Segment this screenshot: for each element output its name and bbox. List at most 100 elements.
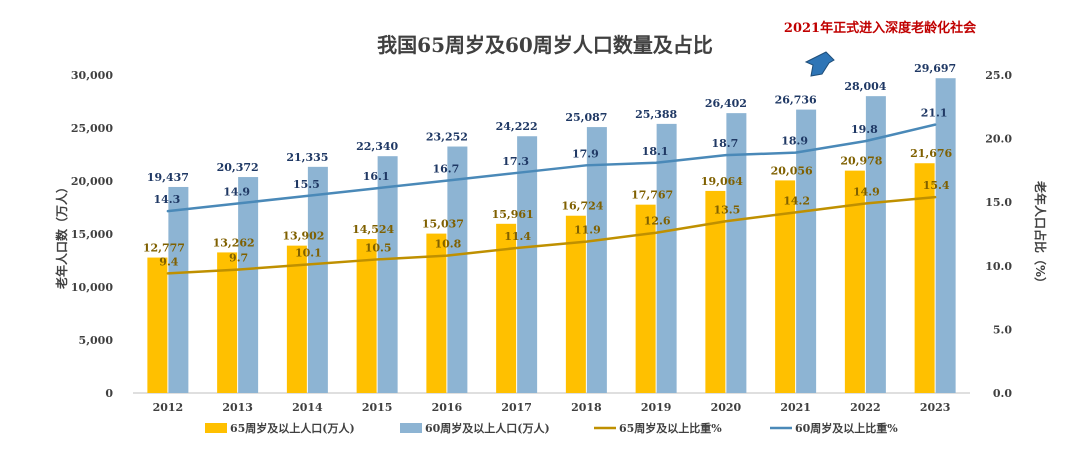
y-tick-label: 25,000 bbox=[71, 122, 113, 135]
data-label-60: 26,402 bbox=[705, 97, 747, 110]
data-label-60: 21,335 bbox=[286, 151, 328, 164]
data-label-60: 20,372 bbox=[217, 161, 259, 174]
data-label-60: 24,222 bbox=[496, 120, 538, 133]
data-label-65: 16,724 bbox=[561, 200, 603, 213]
bar-65 bbox=[635, 204, 656, 393]
y2-tick-label: 0.0 bbox=[993, 387, 1012, 400]
plot-area: 0 5,000 10,000 15,000 20,000 25,000 30,000 0.0 5… bbox=[71, 62, 1012, 414]
x-tick-label: 2012 bbox=[153, 401, 184, 414]
y-tick-label: 15,000 bbox=[71, 228, 113, 241]
y-axis-title: 老年人口数（万人） bbox=[54, 181, 69, 289]
x-tick-label: 2020 bbox=[711, 401, 742, 414]
line-60-ratio bbox=[166, 123, 937, 213]
y2-tick-label: 20.0 bbox=[985, 133, 1012, 146]
bar-60 bbox=[586, 127, 607, 394]
x-tick-label: 2021 bbox=[780, 401, 811, 414]
bar-60 bbox=[168, 186, 189, 393]
data-label-60: 29,697 bbox=[914, 62, 956, 75]
bar-65 bbox=[844, 170, 865, 393]
x-tick-label: 2015 bbox=[362, 401, 393, 414]
data-label-60: 19,437 bbox=[147, 171, 189, 184]
data-label-60-ratio: 14.9 bbox=[223, 185, 250, 198]
bar-65 bbox=[705, 190, 726, 393]
bar-65 bbox=[775, 180, 796, 393]
bar-65 bbox=[565, 215, 586, 393]
data-label-65-ratio: 9.4 bbox=[159, 255, 178, 268]
bar-65 bbox=[147, 257, 168, 393]
chart-title: 我国65周岁及60周岁人口数量及占比 bbox=[377, 33, 713, 57]
line-65-ratio bbox=[166, 195, 937, 275]
bar-60 bbox=[935, 78, 956, 394]
x-tick-label: 2013 bbox=[222, 401, 253, 414]
x-tick-label: 2016 bbox=[432, 401, 463, 414]
x-tick-label: 2019 bbox=[641, 401, 672, 414]
data-label-65-ratio: 9.7 bbox=[229, 252, 248, 265]
data-label-60-ratio: 16.7 bbox=[432, 163, 459, 176]
bar-65 bbox=[426, 233, 447, 393]
y2-tick-label: 5.0 bbox=[993, 323, 1012, 336]
bar-60 bbox=[307, 166, 328, 393]
data-label-60-ratio: 18.7 bbox=[711, 137, 738, 150]
bar-60 bbox=[796, 109, 817, 394]
bar-60 bbox=[377, 156, 398, 393]
data-label-65-ratio: 14.2 bbox=[783, 194, 810, 207]
data-label-60-ratio: 14.3 bbox=[153, 193, 180, 206]
data-label-60-ratio: 15.5 bbox=[293, 178, 320, 191]
data-label-60: 28,004 bbox=[844, 80, 886, 93]
y-tick-label: 30,000 bbox=[71, 69, 113, 82]
legend-entry: 65周岁及以上人口(万人) bbox=[230, 421, 355, 435]
legend: 65周岁及以上人口(万人) 60周岁及以上人口(万人) 65周岁及以上比重% 60周岁… bbox=[205, 421, 898, 435]
data-label-65-ratio: 10.5 bbox=[365, 241, 392, 254]
legend-entry: 60周岁及以上人口(万人) bbox=[425, 421, 550, 435]
data-label-65: 17,767 bbox=[631, 189, 673, 202]
bar-65 bbox=[286, 245, 307, 393]
data-label-60-ratio: 18.9 bbox=[781, 135, 808, 148]
y-tick-label: 10,000 bbox=[71, 281, 113, 294]
legend-swatch bbox=[205, 423, 227, 433]
bar-65 bbox=[217, 252, 238, 393]
bar-60 bbox=[447, 146, 468, 393]
bar-65 bbox=[496, 223, 517, 393]
data-label-60-ratio: 16.1 bbox=[363, 170, 390, 183]
y-tick-label: 0 bbox=[105, 387, 113, 400]
data-label-65: 14,524 bbox=[352, 223, 394, 236]
data-label-65-ratio: 14.9 bbox=[853, 185, 880, 198]
bar-60 bbox=[517, 136, 538, 393]
legend-entry: 65周岁及以上比重% bbox=[619, 421, 722, 435]
bar-60 bbox=[726, 113, 747, 394]
data-label-60: 25,388 bbox=[635, 108, 677, 121]
data-label-60: 25,087 bbox=[565, 111, 607, 124]
data-label-60-ratio: 18.1 bbox=[642, 145, 669, 158]
x-tick-label: 2017 bbox=[501, 401, 532, 414]
x-tick-label: 2023 bbox=[920, 401, 951, 414]
y2-axis-title: 老年人口占比（%） bbox=[1033, 181, 1048, 289]
annotation-arrow-icon bbox=[804, 51, 835, 77]
y2-tick-label: 25.0 bbox=[985, 69, 1012, 82]
data-label-60: 26,736 bbox=[775, 94, 817, 107]
legend-entry: 60周岁及以上比重% bbox=[795, 421, 898, 435]
data-label-60-ratio: 17.3 bbox=[502, 155, 529, 168]
annotation-text: 2021年正式进入深度老龄化社会 bbox=[784, 20, 977, 36]
data-label-65-ratio: 11.9 bbox=[574, 224, 601, 237]
data-label-65-ratio: 15.4 bbox=[923, 179, 950, 192]
data-label-60-ratio: 21.1 bbox=[921, 107, 948, 120]
x-tick-label: 2018 bbox=[571, 401, 602, 414]
data-label-65: 15,037 bbox=[422, 218, 464, 231]
data-label-65: 20,056 bbox=[771, 164, 813, 177]
data-label-65: 13,262 bbox=[213, 236, 255, 249]
data-label-65: 19,064 bbox=[701, 175, 743, 188]
data-label-65-ratio: 12.6 bbox=[644, 215, 671, 228]
data-label-60-ratio: 19.8 bbox=[851, 123, 878, 136]
data-label-65-ratio: 13.5 bbox=[713, 203, 740, 216]
data-label-60: 22,340 bbox=[356, 140, 398, 153]
data-label-60: 23,252 bbox=[426, 131, 468, 144]
data-label-65: 15,961 bbox=[492, 208, 534, 221]
bar-65 bbox=[914, 163, 935, 393]
bar-60 bbox=[865, 96, 886, 394]
bar-60 bbox=[656, 123, 677, 393]
x-tick-label: 2014 bbox=[292, 401, 323, 414]
data-label-65: 20,978 bbox=[840, 155, 882, 168]
data-label-65-ratio: 11.4 bbox=[504, 230, 531, 243]
y-tick-label: 20,000 bbox=[71, 175, 113, 188]
